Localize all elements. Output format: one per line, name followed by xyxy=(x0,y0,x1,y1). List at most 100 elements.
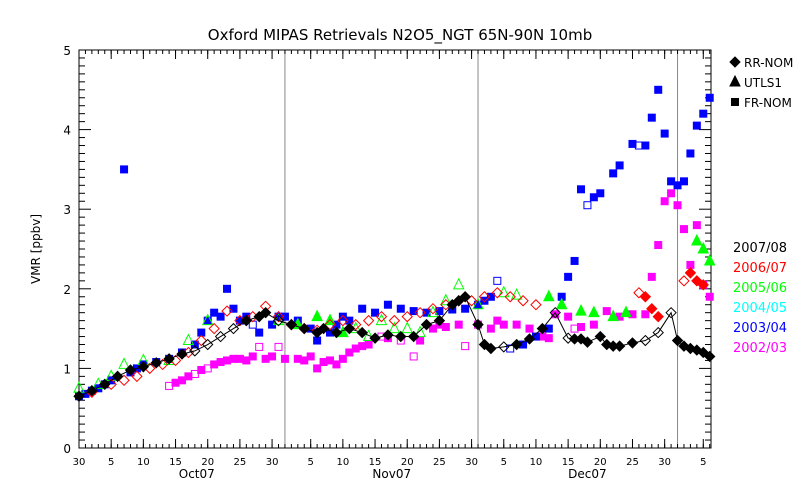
x-tick-label: 10 xyxy=(137,457,150,468)
series-2002-03 xyxy=(165,189,714,390)
data-point xyxy=(124,364,137,376)
data-point xyxy=(459,291,471,303)
data-point xyxy=(306,352,315,361)
data-point xyxy=(525,324,534,333)
data-point xyxy=(330,326,343,339)
data-point xyxy=(570,256,579,265)
data-point xyxy=(667,189,676,198)
data-point xyxy=(280,354,289,363)
data-point xyxy=(544,334,553,343)
data-point xyxy=(362,314,375,327)
month-label: Dec07 xyxy=(568,467,607,481)
data-point xyxy=(609,169,618,178)
data-point xyxy=(686,149,695,158)
legend: RR-NOM UTLS1 FR-NOM 2007/08 2006/07 2005/06 20… xyxy=(729,56,793,356)
data-point xyxy=(324,318,336,331)
data-point xyxy=(596,189,605,198)
data-point xyxy=(274,342,283,351)
x-tick-label: 15 xyxy=(369,457,382,468)
x-tick-label: 15 xyxy=(562,457,575,468)
data-point xyxy=(240,314,253,327)
x-tick-label: 5 xyxy=(501,457,507,468)
data-point xyxy=(375,310,388,323)
data-point xyxy=(182,346,195,359)
data-point xyxy=(433,314,446,327)
year-legend-label: 2005/06 xyxy=(733,281,787,296)
data-point xyxy=(120,165,129,174)
data-point xyxy=(673,201,682,210)
data-point xyxy=(255,342,264,351)
data-point xyxy=(195,334,207,347)
x-tick-label: 10 xyxy=(337,457,350,468)
data-point xyxy=(704,350,716,363)
symbol-legend-label: FR-NOM xyxy=(744,96,792,110)
data-point xyxy=(184,372,193,381)
series-2007-08 xyxy=(73,291,716,402)
data-point xyxy=(388,314,401,327)
x-tick-label: 5 xyxy=(108,457,114,468)
data-point xyxy=(679,177,688,186)
y-tick-label: 3 xyxy=(63,203,71,217)
x-tick-label: 30 xyxy=(658,457,671,468)
year-legend-label: 2004/05 xyxy=(733,301,787,316)
data-point xyxy=(189,345,201,357)
x-tick-label: 15 xyxy=(169,457,182,468)
data-point xyxy=(530,299,542,311)
data-point xyxy=(607,309,619,322)
data-point xyxy=(692,221,701,230)
year-legend-label: 2007/08 xyxy=(733,241,787,256)
data-point xyxy=(182,333,195,346)
data-point xyxy=(543,289,555,302)
data-point xyxy=(420,318,433,331)
data-point xyxy=(382,329,394,341)
x-tick-label: 5 xyxy=(308,457,314,468)
data-point xyxy=(504,291,516,303)
data-point xyxy=(229,304,238,313)
data-point xyxy=(350,318,362,331)
chart-title: Oxford MIPAS Retrievals N2O5_NGT 65N-90N… xyxy=(208,26,592,45)
data-point xyxy=(255,328,264,337)
x-tick-label: 10 xyxy=(530,457,543,468)
data-point xyxy=(660,197,669,206)
data-point xyxy=(214,330,227,343)
data-point xyxy=(639,291,652,303)
data-point xyxy=(201,313,214,326)
data-point xyxy=(358,304,367,313)
data-point xyxy=(441,323,450,332)
data-point xyxy=(395,330,407,343)
data-point xyxy=(401,310,413,323)
data-point xyxy=(602,307,611,316)
data-point xyxy=(440,293,452,306)
data-point xyxy=(491,287,504,299)
x-tick-label: 25 xyxy=(626,457,639,468)
data-point xyxy=(486,292,495,301)
data-point xyxy=(427,302,439,315)
data-point xyxy=(512,320,521,329)
data-point xyxy=(338,354,347,363)
data-point xyxy=(536,322,549,335)
data-point xyxy=(620,305,632,318)
data-point xyxy=(564,272,573,281)
data-point xyxy=(248,352,257,361)
data-point xyxy=(313,364,322,373)
data-point xyxy=(615,161,624,170)
data-point xyxy=(641,310,650,319)
data-point xyxy=(272,314,285,327)
data-point xyxy=(285,318,298,331)
data-point xyxy=(589,320,598,329)
data-point xyxy=(414,306,426,319)
data-point xyxy=(208,322,220,335)
data-point xyxy=(454,320,463,329)
data-point xyxy=(298,322,310,335)
y-tick-label: 0 xyxy=(63,442,71,456)
data-point xyxy=(371,308,380,317)
data-point xyxy=(652,326,664,339)
data-point xyxy=(472,318,484,331)
data-point xyxy=(388,321,401,334)
x-tick-label: 30 xyxy=(465,457,478,468)
data-point xyxy=(626,337,639,349)
month-label: Nov07 xyxy=(372,467,411,481)
data-point xyxy=(654,241,663,250)
data-point xyxy=(703,253,716,266)
